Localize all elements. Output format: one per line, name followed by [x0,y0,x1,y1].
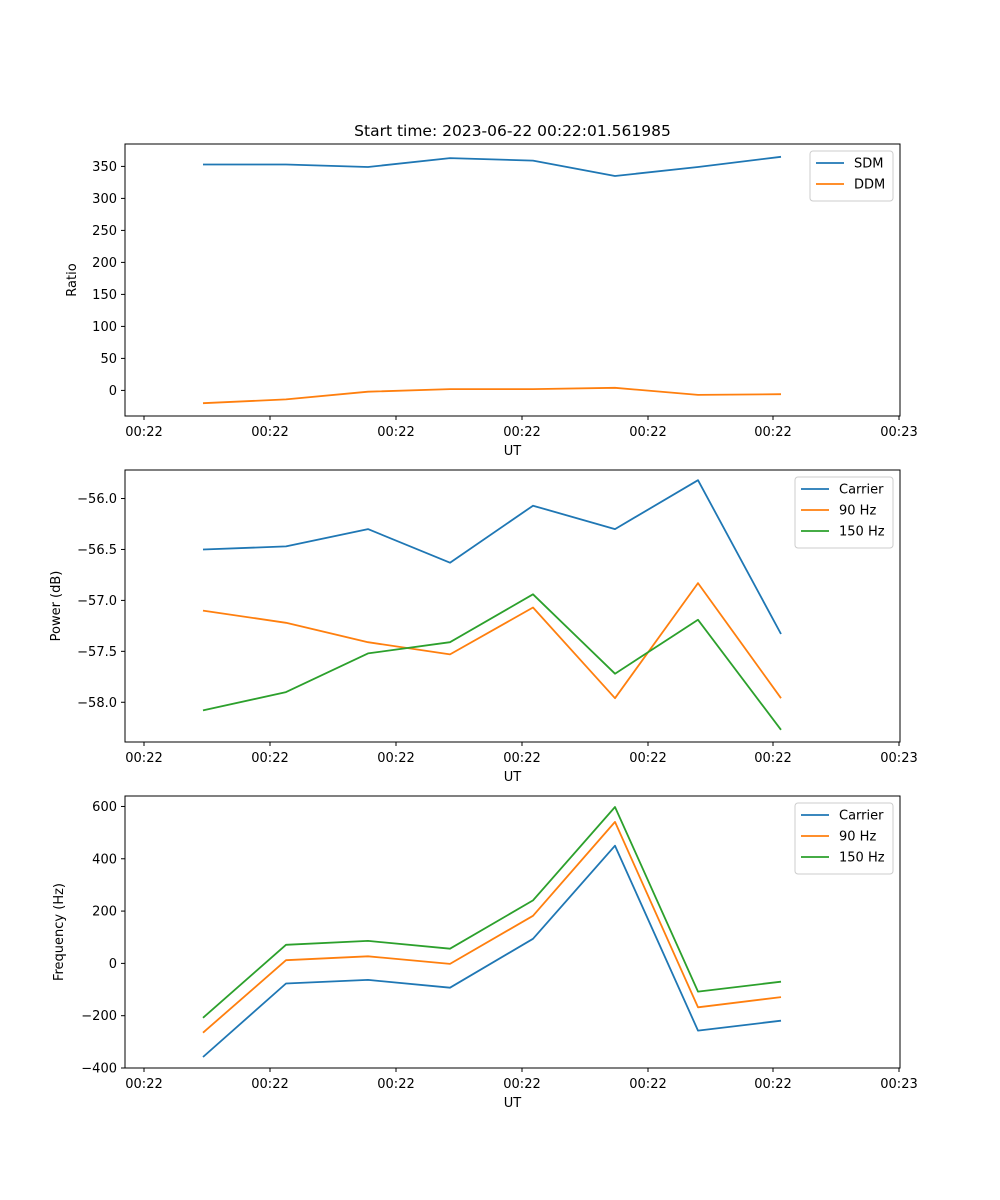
ratio-y-tick-label: 350 [92,160,117,175]
power-series-carrier-line [202,479,782,635]
power-series-150-hz-line [202,593,782,731]
frequency-x-tick-label: 00:22 [251,1077,288,1092]
power-y-tick-label: −57.5 [77,645,117,660]
power-y-tick-label: −57.0 [77,594,117,609]
ratio-y-tick-label: 150 [92,288,117,303]
ratio-x-tick-label: 00:22 [503,425,540,440]
power-legend-label-150-hz: 150 Hz [839,525,885,540]
subplot-ratio: 00:22 00:22 00:22 00:22 00:22 00:22 00:23 0 50 10… [65,143,918,459]
subplot-power: 00:22 00:22 00:22 00:22 00:22 00:22 00:23 −58.0… [49,469,918,785]
ratio-y-tick-label: 250 [92,224,117,239]
power-x-tick-label: 00:22 [125,751,162,766]
frequency-x-tick-label: 00:22 [503,1077,540,1092]
power-x-tick-label: 00:22 [629,751,666,766]
frequency-y-tick-label: 600 [92,800,117,815]
power-x-tick-label: 00:23 [880,751,917,766]
ratio-y-axis-label: Ratio [65,263,80,296]
frequency-series-150-hz-line [202,806,782,1019]
power-legend-label-carrier: Carrier [839,483,884,498]
ratio-x-tick-label: 00:23 [880,425,917,440]
ratio-x-tick-label: 00:22 [377,425,414,440]
frequency-y-tick-label: 0 [109,957,117,972]
power-x-axis-label: UT [504,770,522,785]
frequency-legend-label-carrier: Carrier [839,809,884,824]
frequency-x-tick-label: 00:22 [377,1077,414,1092]
power-x-tick-label: 00:22 [377,751,414,766]
frequency-y-tick-label: 400 [92,852,117,867]
power-axes-frame [124,469,901,743]
frequency-x-tick-label: 00:22 [629,1077,666,1092]
power-x-tick-label: 00:22 [503,751,540,766]
frequency-axes-frame [124,795,901,1069]
frequency-y-tick-label: 200 [92,905,117,920]
ratio-x-tick-label: 00:22 [754,425,791,440]
ratio-axes-frame [124,143,901,417]
ratio-x-tick-label: 00:22 [251,425,288,440]
frequency-series-90-hz-line [202,821,782,1034]
power-x-tick-label: 00:22 [251,751,288,766]
ratio-series-sdm-line [203,155,782,177]
power-y-tick-label: −56.0 [77,492,117,507]
frequency-y-axis-label: Frequency (Hz) [52,883,67,981]
frequency-x-axis-label: UT [504,1096,522,1111]
subplot-frequency: 00:22 00:22 00:22 00:22 00:22 00:22 00:23 −400 −… [52,795,918,1111]
ratio-y-tick-label: 0 [109,384,117,399]
frequency-legend-label-90-hz: 90 Hz [839,830,876,845]
power-x-tick-label: 00:22 [754,751,791,766]
ratio-x-tick-label: 00:22 [629,425,666,440]
ratio-legend-label-ddm: DDM [854,178,885,193]
power-y-tick-label: −58.0 [77,696,117,711]
frequency-x-tick-label: 00:22 [125,1077,162,1092]
figure-title: Start time: 2023-06-22 00:22:01.561985 [354,122,671,140]
frequency-y-tick-label: −400 [81,1062,117,1077]
power-y-tick-label: −56.5 [77,543,117,558]
ratio-x-tick-label: 00:22 [125,425,162,440]
ratio-legend-label-sdm: SDM [854,157,883,172]
ratio-y-tick-label: 300 [92,192,117,207]
ratio-series-ddm-line [202,386,782,405]
frequency-y-tick-label: −200 [81,1009,117,1024]
ratio-y-tick-label: 100 [92,320,117,335]
power-y-axis-label: Power (dB) [49,571,64,642]
frequency-series-carrier-line [202,844,782,1058]
ratio-y-tick-label: 200 [92,256,117,271]
frequency-legend-label-150-hz: 150 Hz [839,851,885,866]
frequency-x-tick-label: 00:23 [880,1077,917,1092]
power-legend-label-90-hz: 90 Hz [839,504,876,519]
frequency-x-tick-label: 00:22 [754,1077,791,1092]
power-series-90-hz-line [202,582,782,700]
ratio-y-tick-label: 50 [100,352,117,367]
ratio-x-axis-label: UT [504,444,522,459]
